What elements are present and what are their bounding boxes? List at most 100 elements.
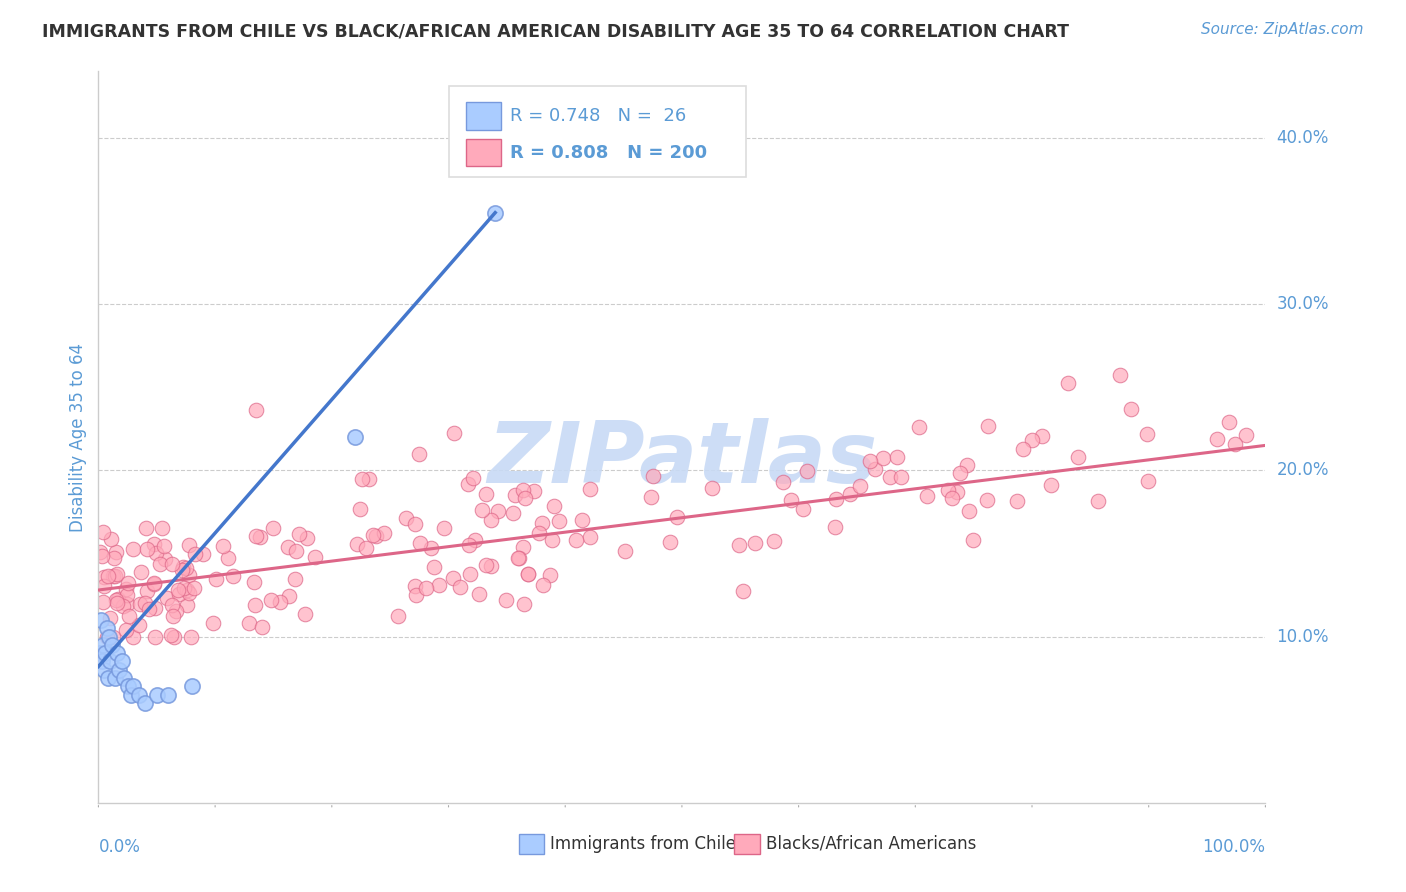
Point xyxy=(90,655,112,669)
Point xyxy=(166,583,188,598)
Point xyxy=(304,549,326,564)
Point xyxy=(105,567,128,582)
Point xyxy=(136,583,159,598)
Point xyxy=(702,481,724,495)
Point xyxy=(222,569,245,583)
Point xyxy=(122,630,145,644)
Point xyxy=(427,577,450,591)
Point xyxy=(170,563,193,577)
Point xyxy=(744,536,766,550)
Point xyxy=(471,502,494,516)
Point xyxy=(191,547,214,561)
Point xyxy=(474,558,496,573)
Point xyxy=(91,638,114,652)
Point xyxy=(848,478,870,492)
Point xyxy=(658,535,681,549)
Point xyxy=(357,472,380,486)
Point xyxy=(118,608,141,623)
Point xyxy=(115,597,138,611)
Point xyxy=(174,561,197,575)
Point xyxy=(288,526,311,541)
Text: 20.0%: 20.0% xyxy=(1277,461,1329,479)
Point xyxy=(98,611,121,625)
Point xyxy=(463,470,485,484)
Point xyxy=(138,602,160,616)
Point xyxy=(409,536,432,550)
Point xyxy=(285,543,308,558)
Point xyxy=(114,624,136,638)
Point xyxy=(364,528,387,542)
Point xyxy=(1066,450,1088,464)
Point xyxy=(1087,493,1109,508)
Point xyxy=(117,680,139,694)
Point xyxy=(97,630,120,644)
Point xyxy=(152,540,174,554)
Point xyxy=(863,462,886,476)
Point xyxy=(128,618,150,632)
Point xyxy=(404,579,426,593)
Point xyxy=(839,486,862,500)
Point xyxy=(90,613,112,627)
Point xyxy=(128,597,150,611)
Point xyxy=(134,596,156,610)
Point xyxy=(1136,427,1159,442)
Point xyxy=(962,533,984,547)
Point xyxy=(824,520,846,534)
Point xyxy=(543,500,565,514)
Point xyxy=(344,430,367,444)
Point xyxy=(976,492,998,507)
Point xyxy=(143,575,166,590)
Point xyxy=(149,557,172,571)
Point xyxy=(907,420,929,434)
Point xyxy=(1218,415,1240,429)
Point xyxy=(104,545,127,559)
Point xyxy=(142,577,165,591)
Point xyxy=(957,504,980,518)
Point xyxy=(180,630,202,644)
Point xyxy=(173,581,195,595)
Point xyxy=(763,533,786,548)
Point xyxy=(890,470,912,484)
Point xyxy=(163,630,186,644)
Point xyxy=(129,565,152,579)
Point xyxy=(824,492,846,507)
Point xyxy=(159,627,181,641)
Point xyxy=(184,547,207,561)
Point xyxy=(443,425,465,440)
Point xyxy=(96,569,118,583)
Point xyxy=(1234,428,1257,442)
Point xyxy=(503,487,526,501)
Point xyxy=(238,616,260,631)
Point xyxy=(100,532,122,546)
Point xyxy=(1121,401,1143,416)
Point xyxy=(859,453,882,467)
Y-axis label: Disability Age 35 to 64: Disability Age 35 to 64 xyxy=(69,343,87,532)
Point xyxy=(949,466,972,480)
Point xyxy=(165,604,187,618)
Point xyxy=(262,521,284,535)
Point xyxy=(508,551,530,566)
Point xyxy=(516,566,538,581)
Text: IMMIGRANTS FROM CHILE VS BLACK/AFRICAN AMERICAN DISABILITY AGE 35 TO 64 CORRELAT: IMMIGRANTS FROM CHILE VS BLACK/AFRICAN A… xyxy=(42,22,1069,40)
Point xyxy=(111,599,134,614)
Text: R = 0.808   N = 200: R = 0.808 N = 200 xyxy=(510,144,707,161)
Point xyxy=(89,545,111,559)
Point xyxy=(513,597,536,611)
Point xyxy=(405,588,427,602)
Point xyxy=(479,558,502,573)
Point xyxy=(486,504,509,518)
Point xyxy=(1109,368,1132,382)
Point xyxy=(1137,474,1160,488)
Text: 100.0%: 100.0% xyxy=(1202,838,1265,855)
Point xyxy=(134,696,156,710)
Point xyxy=(157,688,180,702)
Point xyxy=(395,510,418,524)
Point xyxy=(177,568,200,582)
Point xyxy=(458,566,481,581)
Point xyxy=(530,516,553,530)
Text: R = 0.748   N =  26: R = 0.748 N = 26 xyxy=(510,107,686,125)
Point xyxy=(468,587,491,601)
Point xyxy=(458,538,481,552)
Point xyxy=(143,600,166,615)
Point xyxy=(180,680,202,694)
